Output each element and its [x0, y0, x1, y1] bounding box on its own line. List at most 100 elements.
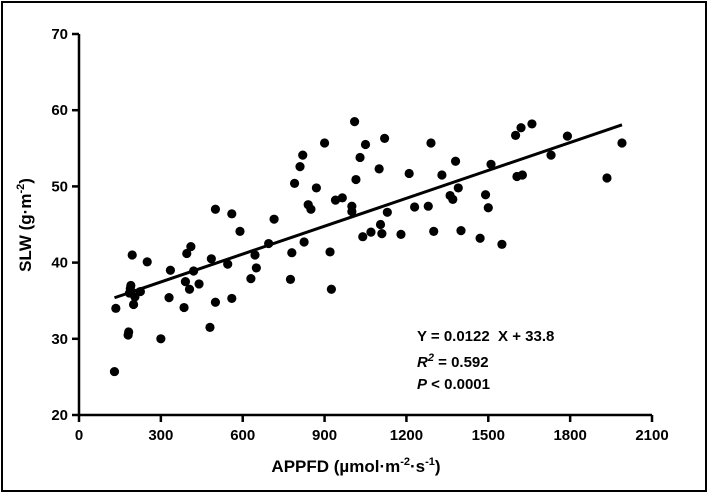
data-point — [404, 168, 414, 179]
data-point — [497, 239, 507, 249]
regression-equation: Y = 0.0122 X + 33.8 — [417, 328, 554, 345]
data-point — [227, 293, 237, 304]
x-tick-label: 600 — [230, 427, 255, 444]
regression-line — [113, 123, 623, 300]
y-tick-label: 40 — [51, 255, 68, 272]
x-tick-label: 300 — [148, 427, 173, 444]
axes — [77, 34, 652, 417]
data-point — [164, 293, 174, 303]
x-tick-label: 1200 — [390, 427, 423, 444]
data-point — [287, 248, 297, 258]
data-point — [448, 194, 458, 204]
data-point — [142, 257, 152, 267]
data-point — [546, 150, 556, 160]
x-tick-label: 0 — [75, 427, 83, 444]
data-point — [205, 322, 215, 332]
p-value-label: P < 0.0001 — [417, 376, 490, 393]
data-point — [184, 284, 195, 294]
data-point — [602, 173, 612, 183]
data-point — [206, 254, 216, 264]
data-point — [453, 183, 463, 193]
y-tick-label: 50 — [51, 178, 68, 195]
data-point — [380, 133, 390, 143]
data-point — [325, 247, 335, 257]
data-point — [124, 327, 134, 337]
data-point — [517, 170, 527, 180]
data-point — [360, 139, 371, 150]
data-point — [194, 279, 204, 289]
data-point — [306, 204, 316, 214]
y-tick-label: 20 — [51, 407, 68, 424]
data-point — [516, 123, 526, 133]
data-point — [235, 226, 245, 236]
data-point — [165, 265, 176, 275]
data-point — [182, 248, 192, 259]
y-axis-title: SLW (g·m-2) — [15, 178, 35, 272]
data-point — [251, 263, 261, 273]
y-tick-label: 70 — [51, 26, 68, 43]
r-squared-label: R2 = 0.592 — [417, 352, 489, 371]
data-point — [426, 138, 436, 148]
data-point — [319, 138, 330, 148]
data-point — [127, 250, 137, 260]
x-tick-label: 900 — [312, 427, 337, 444]
data-point — [299, 237, 309, 247]
data-point — [456, 225, 466, 236]
data-point — [289, 178, 300, 188]
data-point — [223, 259, 233, 269]
data-point — [382, 207, 392, 217]
data-point — [374, 164, 384, 174]
data-point — [210, 297, 221, 307]
data-point — [250, 250, 260, 260]
data-point — [109, 366, 120, 377]
data-point — [351, 174, 361, 185]
data-point — [366, 227, 376, 237]
data-point — [246, 274, 256, 284]
data-point — [179, 302, 189, 313]
data-point — [337, 193, 347, 203]
data-point — [483, 203, 493, 213]
data-point — [295, 161, 305, 172]
data-point — [450, 156, 461, 166]
x-tick-label: 1800 — [553, 427, 586, 444]
data-point — [377, 229, 387, 239]
data-point — [311, 183, 321, 193]
data-point — [396, 229, 406, 240]
x-tick-label: 1500 — [472, 427, 505, 444]
x-tick-label: 2100 — [635, 427, 668, 444]
data-point — [285, 274, 296, 284]
x-axis-title: APPFD (µmol·m-2·s-1) — [271, 456, 440, 476]
data-point — [180, 277, 191, 287]
data-points — [109, 117, 627, 377]
data-point — [375, 219, 386, 230]
data-point — [227, 209, 237, 219]
data-point — [347, 201, 357, 211]
data-point — [355, 152, 365, 163]
data-point — [358, 232, 368, 242]
data-point — [480, 190, 491, 200]
y-tick-label: 60 — [51, 102, 68, 119]
data-point — [562, 131, 573, 141]
data-point — [326, 284, 336, 294]
ticks: 0 300 600 900 1200 1500 1800 2100 20 30 40 50 60 70 — [51, 26, 668, 444]
data-point — [298, 150, 308, 160]
data-point — [617, 138, 627, 148]
data-point — [111, 303, 121, 313]
data-point — [128, 299, 139, 310]
data-point — [269, 214, 279, 224]
data-point — [475, 233, 485, 243]
data-point — [210, 204, 221, 214]
data-point — [429, 226, 439, 236]
data-point — [410, 202, 420, 212]
data-point — [527, 119, 537, 129]
data-point — [486, 159, 496, 169]
data-point — [437, 170, 447, 180]
data-point — [423, 201, 433, 211]
data-point — [510, 130, 521, 140]
data-point — [349, 117, 360, 127]
y-tick-label: 30 — [51, 331, 68, 348]
data-point — [126, 280, 136, 291]
data-point — [186, 241, 196, 252]
